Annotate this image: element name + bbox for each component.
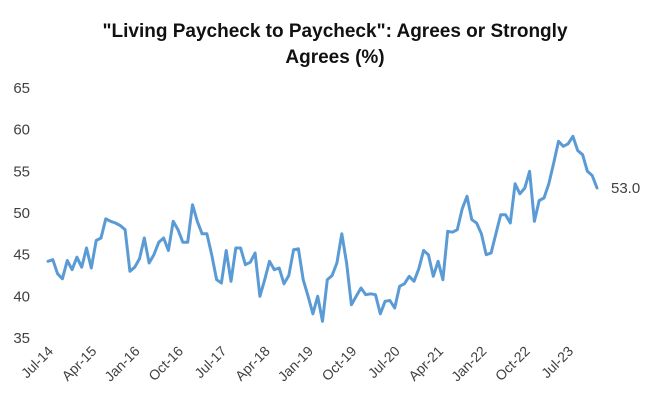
x-tick-label: Apr-21: [405, 343, 446, 384]
x-axis-ticks: Jul-14 Apr-15 Jan-16 Oct-16 Jul-17 Apr-18 Jan-…: [18, 343, 577, 385]
x-tick-label: Jul-14: [18, 343, 56, 381]
y-axis-ticks: 65 60 55 50 45 40 35: [13, 80, 30, 347]
x-tick-label: Jan-16: [101, 343, 143, 385]
y-tick-label: 45: [13, 247, 30, 264]
x-tick-label: Jan-22: [448, 343, 490, 385]
chart-title-line-2: Agrees (%): [285, 47, 384, 68]
y-tick-label: 35: [13, 330, 30, 347]
x-tick-label: Apr-18: [232, 343, 273, 384]
y-tick-label: 65: [13, 80, 30, 97]
x-tick-label: Jul-23: [538, 343, 576, 381]
series-line: [46, 134, 599, 323]
x-tick-label: Jan-19: [275, 343, 317, 385]
x-tick-label: Oct-22: [492, 343, 533, 384]
x-tick-label: Oct-16: [145, 343, 186, 384]
y-tick-label: 50: [13, 205, 30, 222]
y-tick-label: 60: [13, 122, 30, 139]
x-tick-label: Oct-19: [318, 343, 359, 384]
x-tick-label: Apr-15: [58, 343, 99, 384]
y-tick-label: 40: [13, 288, 30, 305]
y-tick-label: 55: [13, 163, 30, 180]
x-tick-label: Jul-20: [365, 343, 403, 381]
end-value-label: 53.0: [611, 180, 640, 197]
chart-title-line-1: "Living Paycheck to Paycheck": Agrees or…: [102, 21, 567, 42]
x-tick-label: Jul-17: [191, 343, 229, 381]
